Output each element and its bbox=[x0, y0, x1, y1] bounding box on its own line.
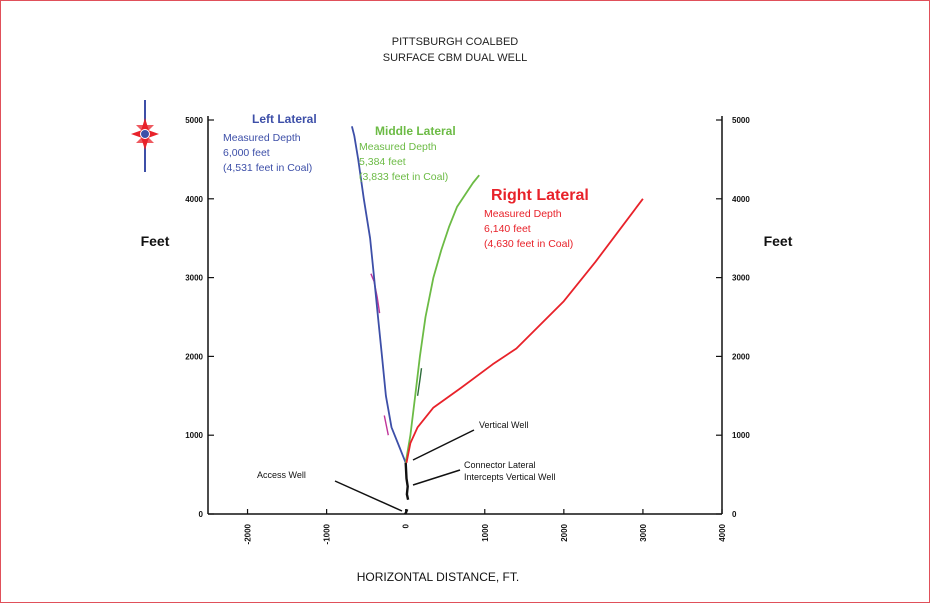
connector-lateral-pointer bbox=[412, 469, 461, 486]
y-tick-label-left: 4000 bbox=[185, 195, 203, 204]
access-well-line bbox=[404, 508, 409, 515]
middle-lateral-detail-1: Measured Depth bbox=[359, 141, 437, 153]
chart-subtitle: SURFACE CBM DUAL WELL bbox=[383, 52, 527, 64]
compass-rose-icon bbox=[131, 100, 159, 172]
y-tick-label-right: 2000 bbox=[732, 352, 750, 361]
y-tick-label-left: 1000 bbox=[185, 431, 203, 440]
y-tick-label-right: 0 bbox=[732, 510, 737, 519]
middle-lateral-dark-overlay bbox=[416, 368, 423, 396]
y-axis-label-left: Feet bbox=[141, 233, 170, 249]
middle-lateral-line bbox=[404, 174, 480, 463]
x-axis-label: HORIZONTAL DISTANCE, FT. bbox=[357, 570, 519, 584]
middle-lateral-name: Middle Lateral bbox=[375, 124, 456, 138]
annotation-intercepts-vertical-well: Intercepts Vertical Well bbox=[464, 472, 555, 482]
vertical-well-pointer bbox=[412, 429, 475, 461]
left-lateral-detail-2: 6,000 feet bbox=[223, 147, 270, 159]
vertical-well-line bbox=[404, 462, 410, 501]
left-lateral-name: Left Lateral bbox=[252, 112, 317, 126]
x-tick-label: 1000 bbox=[481, 523, 490, 541]
y-tick-label-left: 3000 bbox=[185, 274, 203, 283]
series-layer bbox=[351, 126, 644, 515]
right-lateral-detail-1: Measured Depth bbox=[484, 208, 562, 220]
x-tick-label: -1000 bbox=[323, 523, 332, 544]
x-tick-label: 0 bbox=[402, 523, 411, 528]
x-tick-label: -2000 bbox=[244, 523, 253, 544]
y-tick-label-left: 5000 bbox=[185, 116, 203, 125]
y-tick-label-right: 5000 bbox=[732, 116, 750, 125]
access-well-pointer bbox=[334, 480, 403, 512]
left-lateral-magenta-overlay bbox=[383, 415, 389, 436]
right-lateral-name: Right Lateral bbox=[491, 187, 589, 204]
chart-title: PITTSBURGH COALBED bbox=[392, 36, 519, 48]
y-tick-label-right: 3000 bbox=[732, 274, 750, 283]
axis-ticks: 0 0 1000 1000 2000 2000 3000 3000 4000 4000 5000 50… bbox=[185, 116, 750, 544]
x-tick-label: 3000 bbox=[639, 523, 648, 541]
right-lateral-detail-2: 6,140 feet bbox=[484, 223, 531, 235]
x-tick-label: 4000 bbox=[718, 523, 727, 541]
y-tick-label-right: 4000 bbox=[732, 195, 750, 204]
left-lateral-detail-1: Measured Depth bbox=[223, 132, 301, 144]
annotation-connector-lateral: Connector Lateral bbox=[464, 460, 536, 470]
y-tick-label-right: 1000 bbox=[732, 431, 750, 440]
middle-lateral-detail-3: (3,833 feet in Coal) bbox=[359, 171, 448, 183]
y-tick-label-left: 0 bbox=[199, 510, 204, 519]
right-lateral-line bbox=[405, 198, 644, 463]
y-tick-label-left: 2000 bbox=[185, 352, 203, 361]
middle-lateral-detail-2: 5,384 feet bbox=[359, 156, 406, 168]
annotation-vertical-well: Vertical Well bbox=[479, 420, 528, 430]
y-axis-label-right: Feet bbox=[764, 233, 793, 249]
right-lateral-detail-3: (4,630 feet in Coal) bbox=[484, 238, 573, 250]
left-lateral-detail-3: (4,531 feet in Coal) bbox=[223, 162, 312, 174]
x-tick-label: 2000 bbox=[560, 523, 569, 541]
left-lateral-line bbox=[351, 126, 407, 464]
annotation-access-well: Access Well bbox=[257, 470, 306, 480]
